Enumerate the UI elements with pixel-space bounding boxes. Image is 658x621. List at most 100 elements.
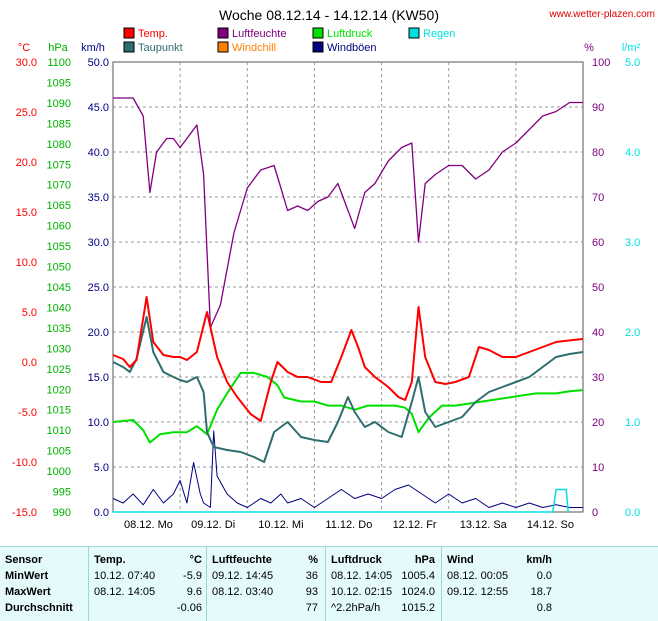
stats-row-max: MaxWert 08.12. 14:05 9.6 08.12. 03:40 93… <box>0 585 658 600</box>
legend-swatch <box>217 27 229 39</box>
x-axis-labels: 08.12. Mo 09.12. Di 10.12. Mi 11.12. Do 12.1… <box>124 519 574 531</box>
stats-row-average: Durchschnitt -0.06 77 ^2.2hPa/h 1015.2 0… <box>0 601 658 616</box>
header-pressure: Luftdruck <box>331 554 382 566</box>
temp-series <box>112 296 584 422</box>
header-humidity: Luftfeuchte <box>212 554 272 566</box>
temp-axis-tick: 15.0 <box>16 207 37 219</box>
pressure-axis-tick: 1080 <box>47 139 71 151</box>
temp-unit-label: °C <box>18 42 30 54</box>
wind-axis-tick: 30.0 <box>88 237 109 249</box>
pressure-axis-tick: 1055 <box>47 241 71 253</box>
wind-axis-tick: 45.0 <box>88 102 109 114</box>
pressure-axis-tick: 1060 <box>47 221 71 233</box>
temp-value: -0.06 <box>176 602 202 614</box>
legend-label: Luftdruck <box>327 28 373 40</box>
pressure-axis-tick: 1010 <box>47 425 71 437</box>
humidity-unit-label: % <box>584 42 594 54</box>
humidity-value: 36 <box>305 570 318 582</box>
temp-axis-tick: -10.0 <box>12 457 37 469</box>
row-label: MaxWert <box>5 586 51 598</box>
legend-swatch <box>408 27 420 39</box>
header-wind-unit: km/h <box>526 554 552 566</box>
column-divider <box>441 547 442 621</box>
stats-row-min: MinWert 10.12. 07:40 -5.9 09.12. 14:45 3… <box>0 569 658 584</box>
temp-axis-tick: 20.0 <box>16 157 37 169</box>
header-wind: Wind <box>447 554 474 566</box>
wind-value: 0.0 <box>536 570 552 582</box>
pressure-value: 1015.2 <box>401 602 435 614</box>
x-axis-label: 08.12. Mo <box>124 519 173 531</box>
row-label: Durchschnitt <box>5 602 73 614</box>
axis-ticks: 30.0 25.0 20.0 15.0 10.0 5.0 0.0 -5.0 -10.0 -15.0… <box>12 57 640 519</box>
x-axis-label: 10.12. Mi <box>258 519 303 531</box>
wind-axis-tick: 25.0 <box>88 282 109 294</box>
temp-axis-tick: 30.0 <box>16 57 37 69</box>
legend-swatch <box>217 41 229 53</box>
header-sensor: Sensor <box>5 554 43 566</box>
pressure-axis-tick: 1015 <box>47 405 71 417</box>
x-axis-label: 11.12. Do <box>325 519 372 531</box>
wind-axis-tick: 0.0 <box>94 507 109 519</box>
legend-label: Taupunkt <box>138 42 183 54</box>
pressure-value: 1024.0 <box>401 586 435 598</box>
humidity-axis-tick: 90 <box>592 102 604 114</box>
wind-time: 09.12. 12:55 <box>447 586 509 598</box>
temp-axis-tick: 25.0 <box>16 107 37 119</box>
grid-lines <box>113 62 583 512</box>
gust-series <box>112 430 583 508</box>
humidity-time: 09.12. 14:45 <box>212 570 274 582</box>
chart-title: Woche 08.12.14 - 14.12.14 (KW50) <box>219 7 439 23</box>
legend-label: Temp. <box>138 28 168 40</box>
humidity-axis-tick: 70 <box>592 192 604 204</box>
rain-axis-tick: 0.0 <box>625 507 640 519</box>
x-axis-label: 09.12. Di <box>191 519 235 531</box>
wind-axis-tick: 40.0 <box>88 147 109 159</box>
wind-time: 08.12. 00:05 <box>447 570 509 582</box>
stats-header-row: Sensor Temp. °C Luftfeuchte % Luftdruck … <box>0 553 658 568</box>
row-label: MinWert <box>5 570 49 582</box>
pressure-axis-tick: 1000 <box>47 466 71 478</box>
pressure-axis-tick: 1040 <box>47 302 71 314</box>
legend-swatch <box>312 41 324 53</box>
humidity-axis-tick: 80 <box>592 147 604 159</box>
column-divider <box>325 547 326 621</box>
pressure-axis-tick: 1100 <box>47 57 71 69</box>
source-url: www.wetter-plazen.com <box>548 9 655 20</box>
header-temp: Temp. <box>94 554 126 566</box>
temp-value: -5.9 <box>183 570 202 582</box>
temp-time: 08.12. 14:05 <box>94 586 156 598</box>
pressure-axis-tick: 1030 <box>47 343 71 355</box>
wind-axis-tick: 15.0 <box>88 372 109 384</box>
humidity-axis-tick: 0 <box>592 507 598 519</box>
temp-axis-tick: 0.0 <box>22 357 37 369</box>
wind-value: 18.7 <box>530 586 552 598</box>
header-temp-unit: °C <box>189 554 202 566</box>
axis-unit-labels: °C hPa km/h% l/m² <box>18 42 641 54</box>
humidity-axis-tick: 10 <box>592 462 604 474</box>
rain-axis-tick: 4.0 <box>625 147 640 159</box>
legend-swatch <box>123 41 135 53</box>
pressure-axis-tick: 1065 <box>47 200 71 212</box>
x-axis-label: 13.12. Sa <box>460 519 508 531</box>
humidity-axis-tick: 40 <box>592 327 604 339</box>
header-humidity-unit: % <box>308 554 318 566</box>
legend-swatch <box>123 27 135 39</box>
humidity-axis-tick: 30 <box>592 372 604 384</box>
wind-axis-tick: 20.0 <box>88 327 109 339</box>
rain-axis-tick: 5.0 <box>625 57 640 69</box>
humidity-time: 08.12. 03:40 <box>212 586 274 598</box>
pressure-axis-tick: 1070 <box>47 180 71 192</box>
header-pressure-unit: hPa <box>414 554 435 566</box>
temp-axis-tick: 10.0 <box>16 257 37 269</box>
pressure-axis-tick: 1050 <box>47 262 71 274</box>
temp-value: 9.6 <box>186 586 202 598</box>
statistics-table: Sensor Temp. °C Luftfeuchte % Luftdruck … <box>0 546 658 621</box>
humidity-series <box>113 97 583 329</box>
humidity-axis-tick: 100 <box>592 57 610 69</box>
legend-label: Windböen <box>327 42 377 54</box>
pressure-axis-tick: 1075 <box>47 159 71 171</box>
dewpoint-series <box>112 316 584 463</box>
legend-label: Luftfeuchte <box>232 28 286 40</box>
pressure-trend: ^2.2hPa/h <box>331 602 381 614</box>
